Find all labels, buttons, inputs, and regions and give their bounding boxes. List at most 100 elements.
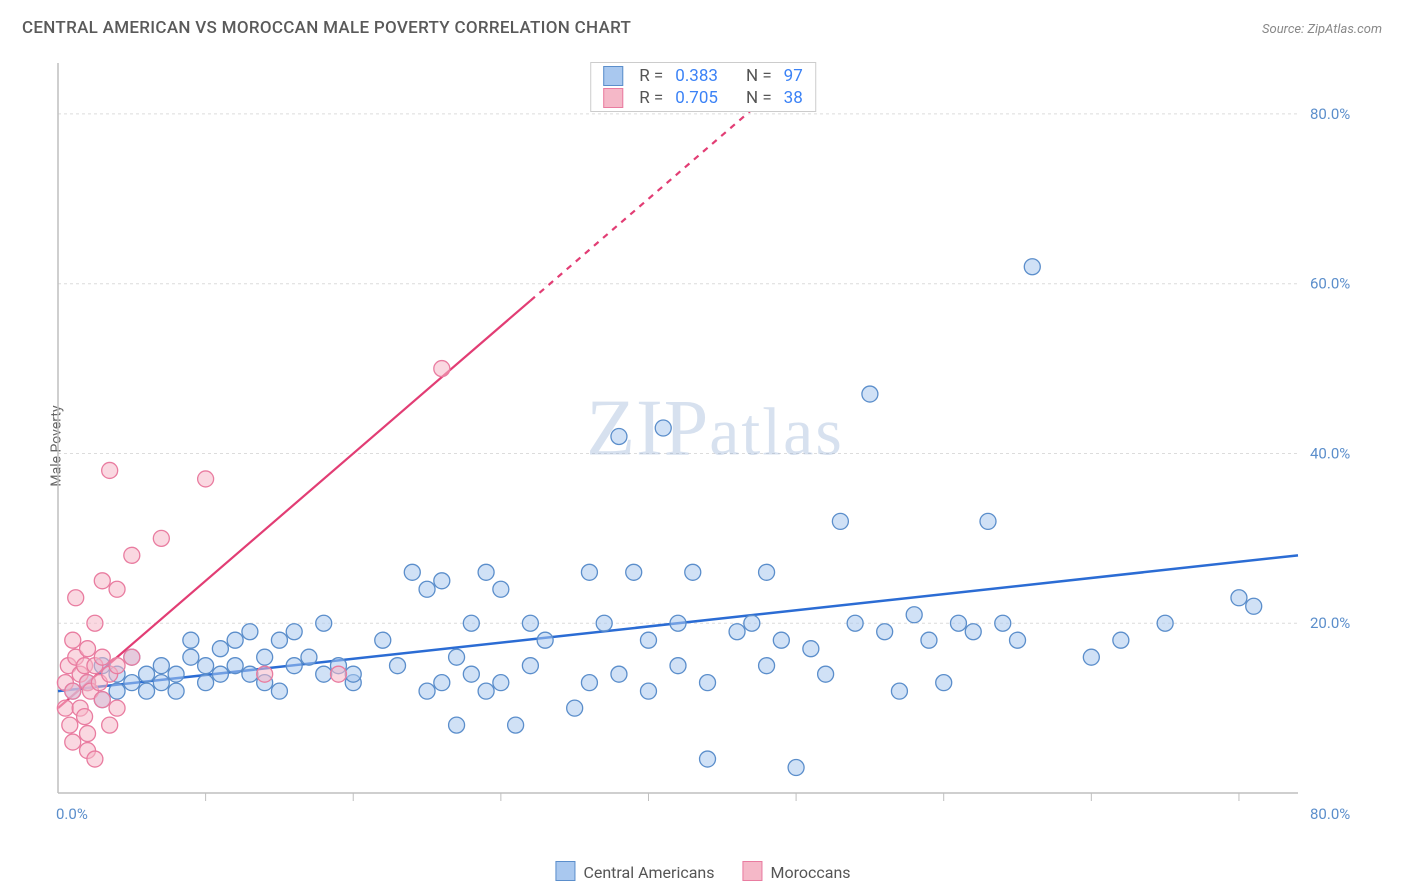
scatter-point [271,683,287,699]
scatter-point [936,675,952,691]
scatter-point [640,683,656,699]
scatter-point [77,709,93,725]
scatter-point [87,751,103,767]
scatter-point [153,675,169,691]
scatter-point [109,658,125,674]
y-tick-label: 20.0% [1310,614,1350,632]
scatter-point [611,428,627,444]
scatter-point [463,615,479,631]
n-label: N = [746,66,772,86]
scatter-point [419,581,435,597]
scatter-point [212,666,228,682]
scatter-point [102,717,118,733]
n-value: 97 [784,66,803,86]
scatter-point [139,666,155,682]
scatter-point [980,513,996,529]
scatter-point [522,615,538,631]
scatter-point [655,420,671,436]
scatter-point [832,513,848,529]
scatter-point [729,624,745,640]
n-value: 38 [784,88,803,108]
scatter-point [891,683,907,699]
scatter-point [65,683,81,699]
scatter-point [80,726,96,742]
scatter-point [773,632,789,648]
scatter-point [153,658,169,674]
scatter-point [449,717,465,733]
scatter-point [1113,632,1129,648]
scatter-point [227,658,243,674]
scatter-point [242,624,258,640]
scatter-point [596,615,612,631]
scatter-point [94,649,110,665]
scatter-point [271,632,287,648]
scatter-point [995,615,1011,631]
scatter-point [109,683,125,699]
scatter-point [124,675,140,691]
scatter-point [109,700,125,716]
scatter-point [685,564,701,580]
scatter-point [700,675,716,691]
chart-container: ZIPatlas 20.0%40.0%60.0%80.0%0.0%80.0% [50,55,1380,835]
correlation-legend-row: R =0.705N =38 [603,87,803,109]
scatter-point [611,666,627,682]
scatter-point [257,649,273,665]
scatter-point [906,607,922,623]
scatter-point [62,717,78,733]
scatter-point [921,632,937,648]
scatter-point [434,675,450,691]
scatter-point [950,615,966,631]
scatter-point [227,632,243,648]
scatter-point [537,632,553,648]
scatter-point [581,564,597,580]
x-end-label: 80.0% [1310,805,1350,823]
scatter-point [449,649,465,665]
scatter-point [183,649,199,665]
scatter-point [626,564,642,580]
scatter-point [316,666,332,682]
scatter-point [788,760,804,776]
scatter-point [94,692,110,708]
series-legend: Central AmericansMoroccans [555,861,850,882]
scatter-point [670,658,686,674]
scatter-point [212,641,228,657]
scatter-point [877,624,893,640]
scatter-point [301,649,317,665]
scatter-point [80,641,96,657]
scatter-point [242,666,258,682]
scatter-point [581,675,597,691]
scatter-point [124,649,140,665]
scatter-point [522,658,538,674]
scatter-point [818,666,834,682]
scatter-point [94,573,110,589]
y-tick-label: 80.0% [1310,105,1350,123]
r-label: R = [639,88,663,108]
scatter-point [493,581,509,597]
scatter-point [345,666,361,682]
legend-label: Central Americans [583,863,714,882]
scatter-point [390,658,406,674]
scatter-point [65,734,81,750]
scatter-point [1083,649,1099,665]
legend-swatch [743,861,763,881]
legend-swatch [603,88,623,108]
scatter-point [478,564,494,580]
scatter-point [102,462,118,478]
scatter-point [640,632,656,648]
scatter-point [759,658,775,674]
scatter-point [803,641,819,657]
scatter-point [286,624,302,640]
r-value: 0.383 [675,66,718,86]
scatter-point [1024,259,1040,275]
source-name: ZipAtlas.com [1307,22,1382,37]
r-value: 0.705 [675,88,718,108]
scatter-point [1010,632,1026,648]
scatter-point [493,675,509,691]
scatter-point [330,666,346,682]
scatter-chart: 20.0%40.0%60.0%80.0%0.0%80.0% [50,55,1380,835]
legend-item: Central Americans [555,861,714,882]
correlation-legend: R =0.383N =97R =0.705N =38 [590,62,816,112]
scatter-point [508,717,524,733]
scatter-point [168,683,184,699]
scatter-point [257,666,273,682]
